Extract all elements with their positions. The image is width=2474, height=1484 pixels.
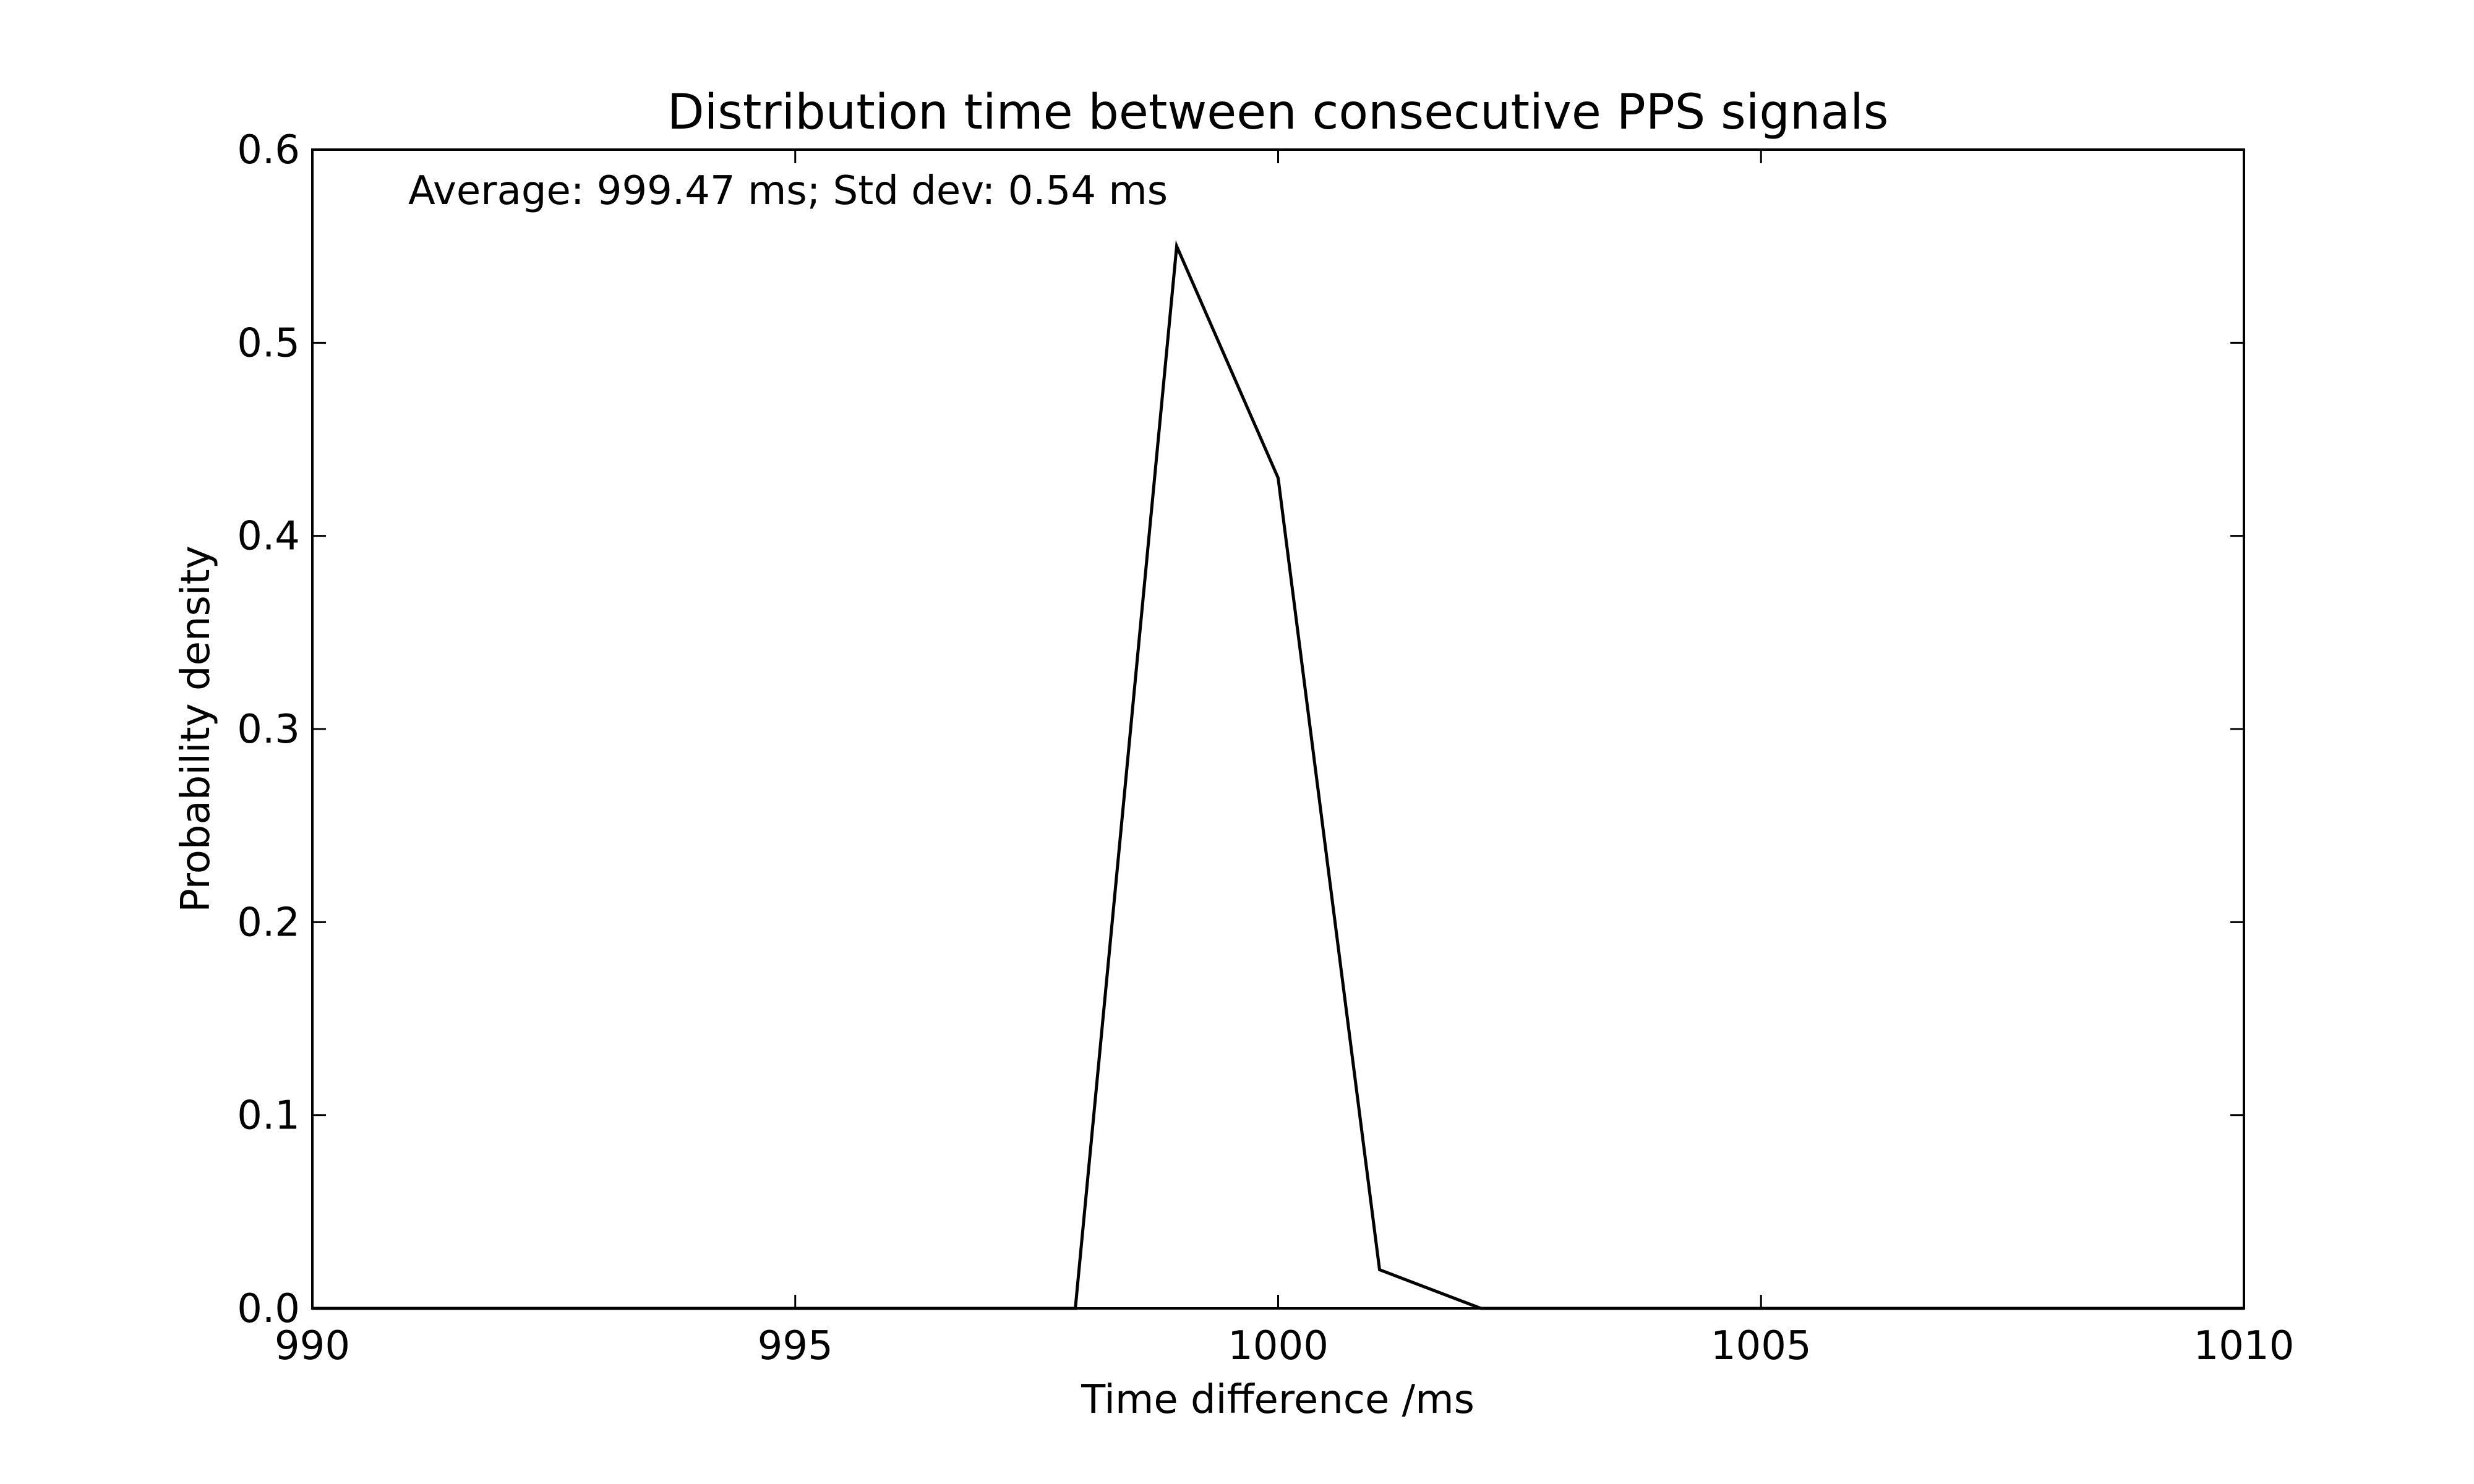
y-tick-label: 0.4 xyxy=(237,514,300,560)
x-axis-ticks: 990 995 1000 1005 1010 xyxy=(275,150,2295,1369)
plot-area: 990 995 1000 1005 1010 0.0 0.1 0.2 0.3 0.4 0.5 0.6 xyxy=(237,127,2294,1369)
x-tick-label: 1005 xyxy=(1711,1323,1812,1369)
x-tick-label: 1010 xyxy=(2194,1323,2295,1369)
x-axis-label: Time difference /ms xyxy=(1081,1377,1475,1423)
stats-annotation: Average: 999.47 ms; Std dev: 0.54 ms xyxy=(408,168,1168,214)
y-tick-label: 0.0 xyxy=(237,1286,300,1332)
y-tick-label: 0.5 xyxy=(237,320,300,366)
y-tick-label: 0.2 xyxy=(237,900,300,945)
y-tick-label: 0.6 xyxy=(237,127,300,173)
y-axis-ticks: 0.0 0.1 0.2 0.3 0.4 0.5 0.6 xyxy=(237,127,2244,1332)
y-axis-label: Probability density xyxy=(173,545,219,912)
x-tick-label: 995 xyxy=(758,1323,833,1369)
x-tick-label: 1000 xyxy=(1228,1323,1329,1369)
x-tick-label: 990 xyxy=(275,1323,350,1369)
chart-title: Distribution time between consecutive PP… xyxy=(667,85,1889,140)
y-tick-label: 0.3 xyxy=(237,707,300,753)
y-tick-label: 0.1 xyxy=(237,1093,300,1139)
